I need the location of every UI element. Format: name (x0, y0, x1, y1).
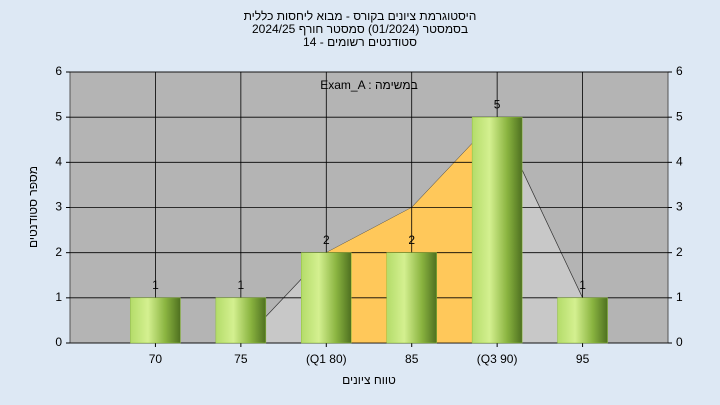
y-axis-label: מספר סטודנטים (26, 166, 40, 248)
x-tick-label: 75 (234, 352, 248, 366)
y-tick-label: 3 (55, 200, 62, 214)
x-tick-label: (Q3 90) (477, 352, 518, 366)
chart-title: בסמסטר (01/2024) סמסטר חורף 2024/25 (252, 22, 468, 36)
bar (471, 116, 523, 344)
x-tick-label: 70 (149, 352, 163, 366)
y-tick-label: 2 (55, 245, 62, 259)
annotation: Exam_A : במשימה (320, 78, 418, 92)
y-tick-label: 0 (55, 335, 62, 349)
data-label: 1 (579, 278, 586, 292)
data-label: 1 (152, 278, 159, 292)
y2-tick-label: 3 (676, 200, 683, 214)
y2-tick-label: 5 (676, 109, 683, 123)
bar (301, 252, 352, 344)
y-tick-label: 1 (55, 290, 62, 304)
y2-tick-label: 4 (676, 155, 683, 169)
bar (215, 297, 267, 344)
bar (557, 297, 608, 344)
bar (130, 297, 181, 344)
x-tick-label: 95 (576, 352, 590, 366)
data-label: 5 (494, 97, 501, 111)
y-tick-label: 5 (55, 109, 62, 123)
chart-title: סטודנטים רשומים - 14 (303, 35, 417, 49)
y-tick-label: 6 (55, 64, 62, 78)
data-label: 1 (238, 278, 245, 292)
y2-tick-label: 1 (676, 290, 683, 304)
y2-tick-label: 2 (676, 245, 683, 259)
y2-tick-label: 0 (676, 335, 683, 349)
x-tick-label: 85 (405, 352, 419, 366)
bar (386, 252, 437, 344)
y-tick-label: 4 (55, 155, 62, 169)
data-label: 2 (323, 233, 330, 247)
x-tick-label: (Q1 80) (306, 352, 347, 366)
x-axis-label: טווח ציונים (342, 373, 396, 387)
y2-tick-label: 6 (676, 64, 683, 78)
chart-title: היסטוגרמת ציונים בקורס - מבוא ליחסות כלל… (244, 9, 477, 23)
data-label: 2 (408, 233, 415, 247)
